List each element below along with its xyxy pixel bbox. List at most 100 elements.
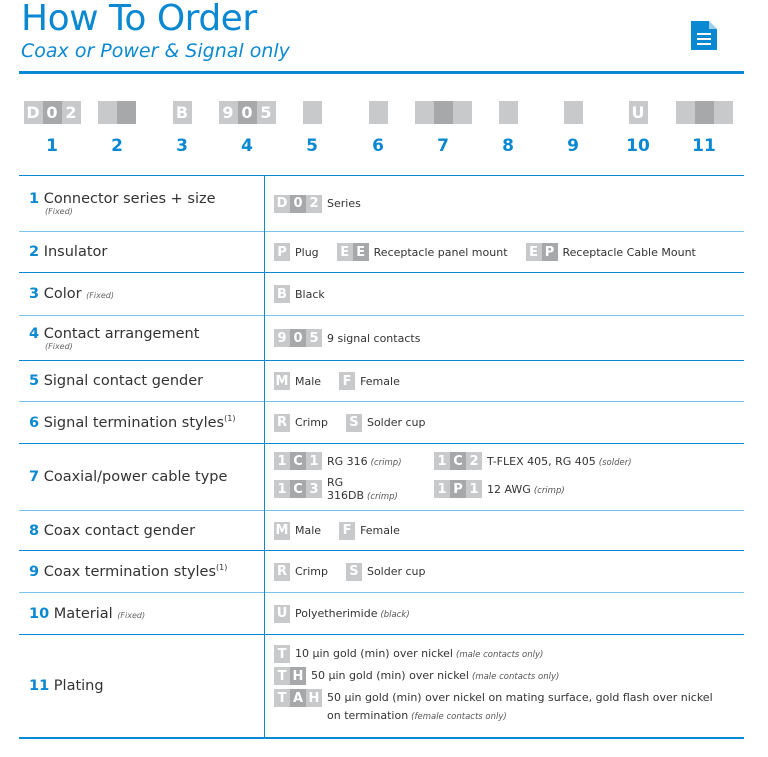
option-description: Plug: [295, 245, 319, 259]
option-code: T: [274, 645, 290, 664]
option-list: D 0 2 Series: [274, 194, 744, 213]
option-item: R Crimp: [274, 413, 328, 432]
code-cell: 0: [42, 101, 62, 124]
option-description: RG 316DB: [327, 476, 365, 502]
code-cell: C: [290, 452, 306, 470]
option-code: R: [274, 413, 290, 432]
option-description: Male: [295, 524, 322, 537]
option-item: B Black: [274, 285, 325, 303]
position-number: 7: [437, 136, 449, 156]
option-list: R Crimp S Solder cup: [274, 413, 744, 432]
option-note: (crimp): [367, 492, 398, 502]
option-text: Receptacle panel mount: [374, 246, 508, 259]
position-number: 11: [692, 136, 716, 156]
option-item: T 10 µin gold (min) over nickel (male cont…: [274, 645, 744, 664]
code-cell: U: [628, 101, 648, 124]
option-label-cell: 8 Coax contact gender: [19, 510, 265, 551]
option-row: 10 Material (Fixed) U Polyetherimide (black…: [19, 592, 744, 635]
option-row: 3 Color (Fixed) B Black: [19, 272, 744, 316]
position-number: 4: [241, 136, 253, 156]
option-item: E P Receptacle Cable Mount: [525, 243, 696, 261]
option-label-cell: 11 Plating: [19, 634, 265, 739]
option-text: Polyetherimide (black): [295, 607, 410, 620]
option-text: 50 µin gold (min) over nickel on mating …: [327, 689, 717, 726]
code-cell: T: [274, 645, 290, 664]
option-item: U Polyetherimide (black): [274, 604, 410, 623]
code-cell: D: [274, 194, 290, 213]
code-cell: E: [352, 243, 369, 261]
code-group-5: [302, 101, 322, 124]
code-cell: 9: [274, 329, 290, 347]
footnote-ref: (1): [224, 414, 236, 424]
option-description: Solder cup: [366, 565, 426, 578]
option-label-cell: 2 Insulator: [19, 231, 265, 273]
code-cell: F: [339, 521, 356, 540]
option-item: M Male: [274, 521, 322, 540]
option-row: 8 Coax contact gender M Male F Female: [19, 510, 744, 551]
option-code: M: [274, 521, 290, 540]
option-label-cell: 6 Signal termination styles(1): [19, 401, 265, 444]
option-row: 9 Coax termination styles(1) R Crimp S Solde…: [19, 550, 744, 593]
code-cell: 2: [306, 194, 322, 213]
option-description: Black: [295, 287, 325, 301]
code-cell: S: [345, 413, 362, 432]
code-cell: 1: [434, 480, 450, 498]
option-values-cell: T 10 µin gold (min) over nickel (male cont…: [264, 634, 744, 739]
row-number: 9: [29, 563, 40, 580]
code-cell: H: [306, 689, 322, 708]
row-number: 8: [29, 522, 40, 539]
option-item: T A H 50 µin gold (min) over nickel on mati…: [274, 689, 744, 726]
option-values-cell: M Male F Female: [264, 510, 744, 551]
option-list: M Male F Female: [274, 372, 744, 390]
option-text: Solder cup: [367, 565, 426, 578]
option-note: (female contacts only): [411, 712, 507, 723]
option-description: RG 316: [327, 454, 368, 468]
option-code: S: [345, 413, 362, 432]
row-label: Coaxial/power cable type: [43, 469, 228, 485]
option-item: F Female: [339, 521, 400, 540]
option-code: P: [274, 243, 290, 261]
option-values-cell: 1 C 1 RG 316 (crimp) 1 C 2 T-FLEX 405, RG 405 (so…: [264, 443, 744, 511]
row-number: 1: [29, 191, 40, 207]
code-group-6: [368, 101, 388, 124]
code-cell: [694, 101, 714, 124]
header-divider: [19, 71, 744, 74]
option-text: Male: [295, 375, 321, 388]
option-item: D 0 2 Series: [274, 194, 361, 213]
code-cell: 2: [466, 452, 482, 470]
option-description: Female: [360, 374, 400, 388]
code-cell: H: [290, 667, 306, 686]
option-text: Plug: [295, 246, 319, 259]
option-list: 1 C 1 RG 316 (crimp) 1 C 2 T-FLEX 405, RG 405 (so…: [274, 452, 744, 502]
option-code: B: [274, 285, 290, 303]
option-code: F: [339, 372, 356, 390]
option-item: E E Receptacle panel mount: [336, 243, 508, 261]
option-item: 1 C 2 T-FLEX 405, RG 405 (solder): [434, 452, 726, 470]
option-label-cell: 1 Connector series + size (Fixed): [19, 175, 265, 232]
option-description: 10 µin gold (min) over nickel: [295, 647, 453, 661]
row-label: Insulator: [43, 244, 108, 260]
option-values-cell: R Crimp S Solder cup: [264, 550, 744, 593]
option-item: R Crimp: [274, 562, 328, 581]
option-list: U Polyetherimide (black): [274, 604, 744, 623]
code-cell: [563, 101, 583, 124]
position-number: 5: [306, 136, 318, 156]
option-code: U: [274, 604, 290, 623]
fixed-note: (Fixed): [86, 291, 114, 300]
code-cell: M: [274, 372, 290, 390]
option-label-cell: 4 Contact arrangement (Fixed): [19, 315, 265, 361]
code-cell: 1: [274, 452, 290, 470]
option-description: Receptacle Cable Mount: [562, 245, 696, 259]
option-item: F Female: [339, 372, 400, 390]
option-description: 9 signal contacts: [327, 331, 421, 345]
position-number: 3: [176, 136, 188, 156]
option-values-cell: U Polyetherimide (black): [264, 592, 744, 635]
option-note: (male contacts only): [472, 672, 560, 683]
row-number: 11: [29, 677, 50, 694]
document-icon[interactable]: [691, 21, 717, 50]
code-cell: C: [290, 480, 306, 498]
